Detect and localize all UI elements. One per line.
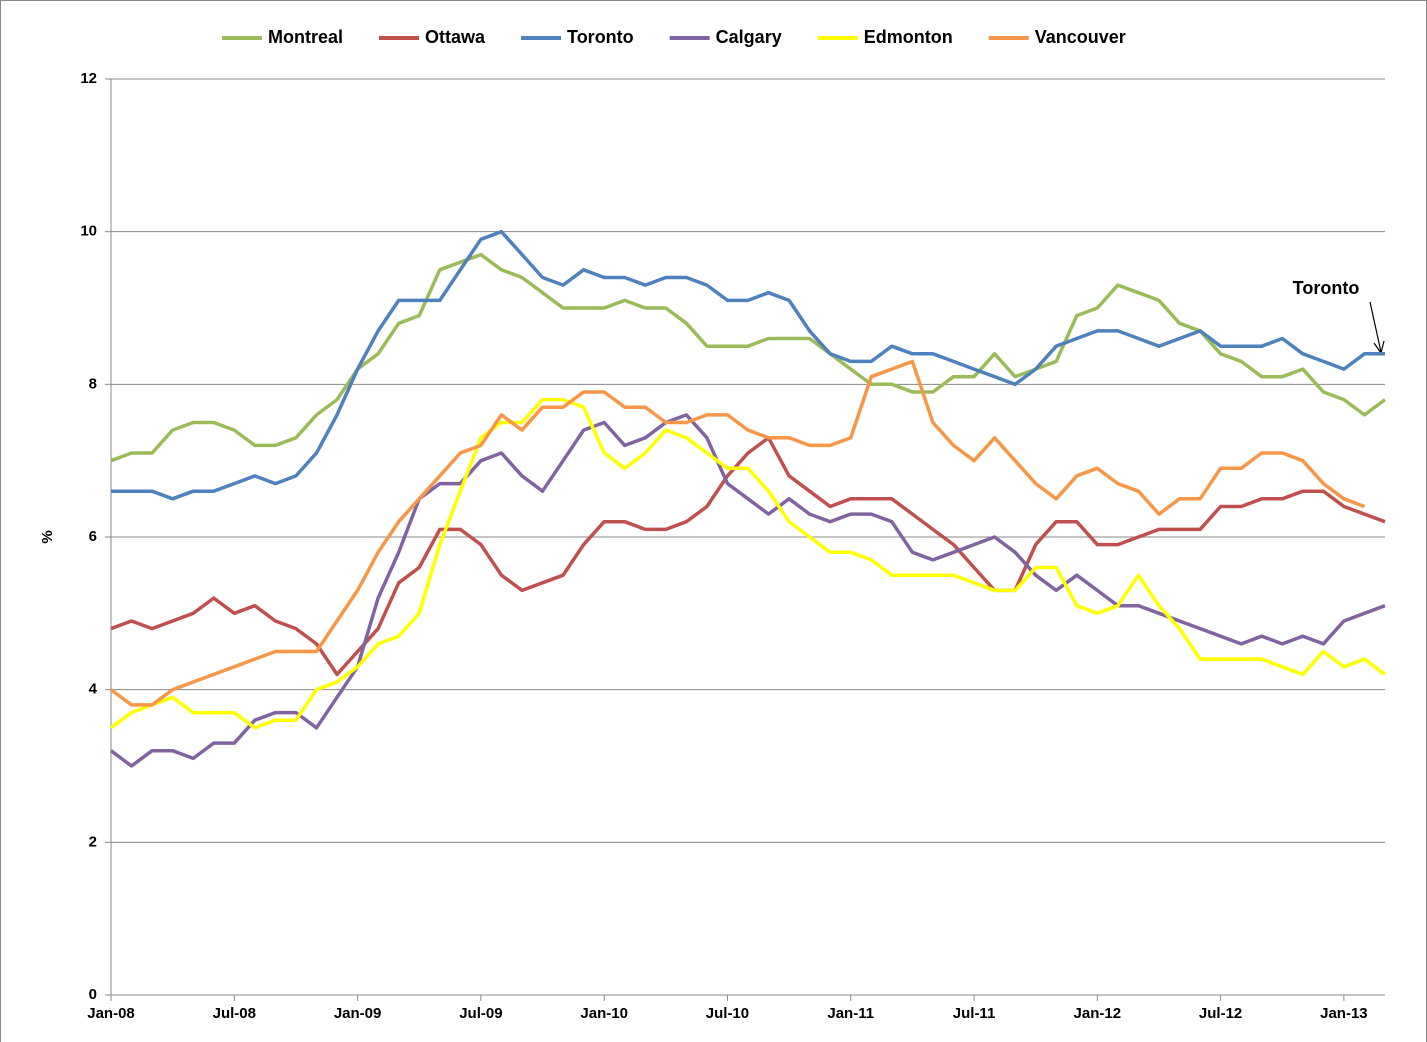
x-tick-label: Jul-08: [213, 1005, 256, 1022]
legend-label: Ottawa: [425, 27, 486, 47]
y-tick-label: 0: [89, 986, 97, 1003]
legend-label: Toronto: [567, 27, 634, 47]
y-tick-label: 10: [80, 223, 97, 240]
x-tick-label: Jan-11: [827, 1005, 874, 1022]
annotation-arrow: [1369, 301, 1382, 353]
x-tick-label: Jul-10: [706, 1005, 749, 1022]
legend-label: Calgary: [716, 27, 782, 47]
y-tick-label: 6: [89, 528, 97, 545]
x-tick-label: Jan-12: [1074, 1005, 1122, 1022]
y-tick-label: 2: [89, 833, 97, 850]
x-tick-label: Jan-10: [580, 1005, 628, 1022]
series-line: [111, 229, 1385, 501]
legend-label: Vancouver: [1035, 27, 1126, 47]
y-tick-label: 8: [89, 375, 97, 392]
y-tick-label: 4: [89, 681, 98, 698]
y-tick-label: 12: [80, 70, 97, 87]
annotation: Toronto: [1293, 278, 1360, 298]
x-tick-label: Jan-08: [87, 1005, 135, 1022]
x-tick-label: Jul-11: [953, 1005, 996, 1022]
series-line: [110, 436, 1386, 677]
x-tick-label: Jan-13: [1320, 1005, 1368, 1022]
series-line: [109, 397, 1387, 730]
x-tick-label: Jul-09: [459, 1005, 502, 1022]
x-tick-label: Jan-09: [334, 1005, 382, 1022]
y-axis-label: %: [39, 530, 56, 543]
legend-label: Edmonton: [864, 27, 953, 47]
x-tick-label: Jul-12: [1199, 1005, 1242, 1022]
series-line: [109, 359, 1366, 707]
series-line: [110, 252, 1387, 463]
legend-label: Montreal: [268, 27, 343, 47]
